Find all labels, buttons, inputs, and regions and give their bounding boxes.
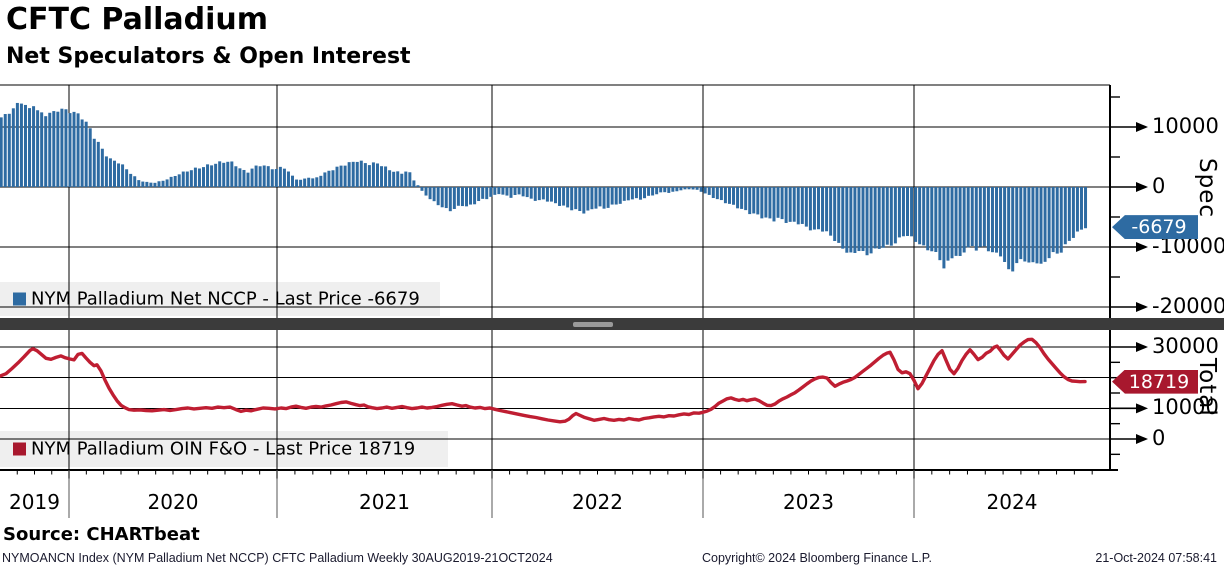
legend-total: NYM Palladium OIN F&O - Last Price 18719: [0, 431, 448, 467]
spec-axis-tick-label: -20000: [1152, 294, 1224, 318]
footer-copyright: Copyright© 2024 Bloomberg Finance L.P.: [702, 551, 932, 565]
spec-last-price-tag: -6679: [1112, 215, 1198, 240]
legend-spec-label: NYM Palladium Net NCCP - Last Price -667…: [31, 288, 420, 310]
year-label-2020: 2020: [147, 490, 199, 514]
total-axis-title: Total: [1194, 358, 1220, 417]
total-axis-tick-label: 30000: [1152, 333, 1219, 358]
total-last-price-tag: 18719: [1112, 369, 1198, 394]
total-axis-tick-label: 10000: [1152, 395, 1219, 420]
legend-spec: NYM Palladium Net NCCP - Last Price -667…: [0, 282, 440, 316]
page-title: CFTC Palladium: [6, 2, 269, 37]
year-label-2024: 2024: [986, 490, 1038, 514]
spec-axis-tick-label: 0: [1152, 174, 1166, 198]
panel-separator-handle-icon[interactable]: [573, 322, 613, 327]
year-label-2021: 2021: [359, 490, 410, 514]
spec-axis-tick-label: 10000: [1152, 114, 1219, 138]
footer-index-description: NYMOANCN Index (NYM Palladium Net NCCP) …: [2, 551, 553, 565]
spec-series-swatch-icon: [13, 292, 26, 306]
footer-timestamp: 21-Oct-2024 07:58:41: [1095, 551, 1217, 565]
year-label-2022: 2022: [572, 490, 623, 514]
spec-axis-title: Spec: [1194, 158, 1220, 218]
total-axis-tick-label: 0: [1152, 426, 1166, 450]
year-label-2019: 2019: [9, 490, 60, 514]
source-attribution: Source: CHARTbeat: [3, 524, 200, 545]
spec-axis-tick-label: -10000: [1152, 234, 1224, 258]
total-series-swatch-icon: [13, 442, 26, 456]
year-label-2023: 2023: [783, 490, 834, 514]
page-subtitle: Net Speculators & Open Interest: [6, 44, 411, 69]
legend-total-label: NYM Palladium OIN F&O - Last Price 18719: [31, 438, 416, 460]
